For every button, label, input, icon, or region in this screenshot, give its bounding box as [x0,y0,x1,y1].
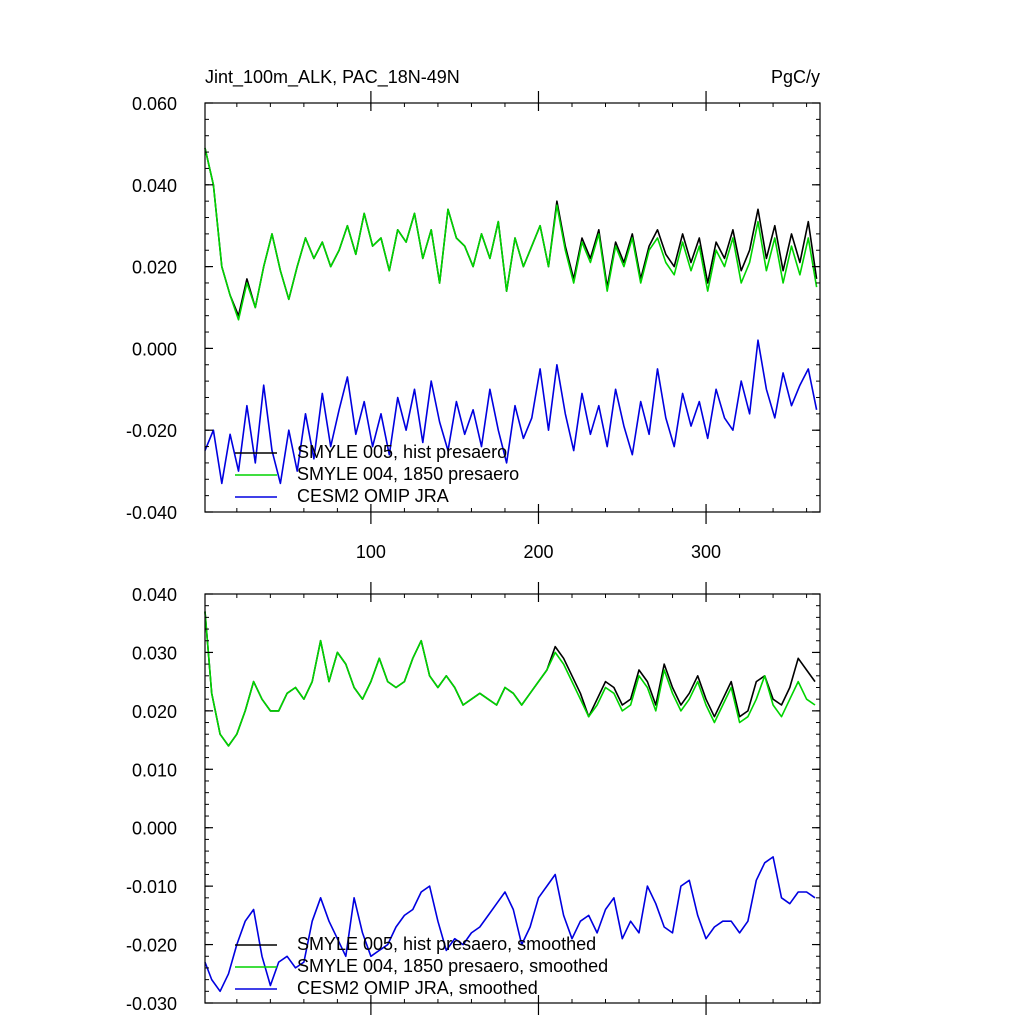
series-line [204,856,816,993]
legend-label: SMYLE 004, 1850 presaero, smoothed [297,956,608,976]
y-tick-label: 0.030 [132,643,177,663]
plot-frame [204,102,821,513]
series-line [204,611,816,747]
x-tick-label: 200 [523,542,553,562]
chart-title: Jint_100m_ALK, PAC_18N-49N [205,67,460,88]
legend-label: SMYLE 004, 1850 presaero [297,464,519,484]
y-tick-label: 0.010 [132,760,177,780]
legend-label: CESM2 OMIP JRA, smoothed [297,978,538,998]
y-tick-label: -0.010 [126,877,177,897]
y-tick-label: -0.020 [126,936,177,956]
x-tick-label: 300 [691,542,721,562]
series-line [204,147,818,321]
y-tick-label: 0.020 [132,702,177,722]
legend-label: CESM2 OMIP JRA [297,486,449,506]
chart-units: PgC/y [771,67,820,87]
series-line [204,611,816,747]
y-tick-label: -0.040 [126,503,177,523]
x-tick-label: 100 [356,542,386,562]
chart-panel-1: -0.040 -0.020 0.000 0.020 0.040 0.060 100 200 30… [126,67,821,562]
series-line [204,339,818,485]
y-tick-label: 0.040 [132,585,177,605]
y-tick-label: 0.000 [132,819,177,839]
plot-frame [204,593,821,1004]
y-tick-label: 0.040 [132,176,177,196]
chart-panel-2: -0.030 -0.020 -0.010 0.000 0.010 0.020 0.030 0.… [126,582,821,1015]
legend-label: SMYLE 005, hist presaero, smoothed [297,934,596,954]
y-tick-label: 0.020 [132,258,177,278]
y-tick-label: -0.020 [126,421,177,441]
y-tick-label: 0.060 [132,94,177,114]
y-tick-label: 0.000 [132,339,177,359]
series-line [204,147,818,317]
legend-label: SMYLE 005, hist presaero [297,442,507,462]
y-tick-label: -0.030 [126,994,177,1014]
